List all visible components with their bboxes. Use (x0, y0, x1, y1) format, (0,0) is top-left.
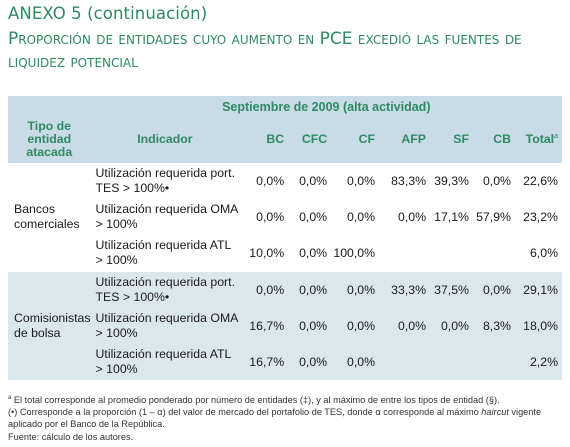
cell: 0,0% (472, 271, 515, 308)
header-indicador: Indicador (90, 115, 240, 163)
cell: 8,3% (472, 308, 515, 344)
period-header: Septiembre de 2009 (alta actividad) (90, 96, 562, 115)
cell: 16,7% (239, 344, 289, 380)
cell: 10,0% (239, 235, 289, 272)
cell: 0,0% (472, 163, 515, 199)
cell: 37,5% (430, 271, 473, 308)
annex-title: ANEXO 5 (continuación) (8, 4, 208, 23)
cell (430, 344, 473, 380)
cell: 17,1% (430, 199, 473, 235)
cell: 0,0% (288, 271, 332, 308)
cell: 0,0% (331, 199, 380, 235)
cell: 16,7% (239, 308, 289, 344)
header-cfc: CFC (288, 115, 332, 163)
cell: 0,0% (288, 163, 332, 199)
data-table: Septiembre de 2009 (alta actividad) Tipo… (8, 96, 562, 380)
cell: 0,0% (331, 163, 380, 199)
header-sf: SF (430, 115, 473, 163)
cell: 0,0% (239, 271, 289, 308)
entity-bancos: Bancos comerciales (8, 163, 91, 272)
source-note: Fuente: cálculo de los autores. (8, 431, 134, 442)
row-indicator: Utilización requerida OMA > 100% (90, 199, 240, 235)
cell: 0,0% (288, 308, 332, 344)
cell: 0,0% (331, 308, 380, 344)
row-indicator: Utilización requerida ATL > 100% (90, 235, 240, 272)
cell: 0,0% (288, 344, 332, 380)
table-subtitle: Proporción de entidades cuyo aumento en … (8, 29, 522, 72)
row-indicator: Utilización requerida ATL > 100% (90, 344, 240, 380)
cell: 33,3% (379, 271, 431, 308)
cell-total: 23,2% (514, 199, 562, 235)
note-dot: (•) Corresponde a la proporción (1 – α) … (8, 407, 542, 430)
cell: 0,0% (288, 199, 332, 235)
entity-comisionistas: Comisionistas de bolsa (8, 271, 91, 380)
table-notes: a El total corresponde al promedio ponde… (8, 392, 562, 443)
cell: 0,0% (331, 344, 380, 380)
cell: 39,3% (430, 163, 473, 199)
header-cf: CF (331, 115, 380, 163)
cell: 83,3% (379, 163, 431, 199)
row-indicator: Utilización requerida OMA > 100% (90, 308, 240, 344)
cell-total: 29,1% (514, 271, 562, 308)
cell: 100,0% (331, 235, 380, 272)
row-indicator: Utilización requerida port. TES > 100%• (90, 271, 240, 308)
cell: 57,9% (472, 199, 515, 235)
header-total: Totala (514, 115, 562, 163)
row-indicator: Utilización requerida port. TES > 100%• (90, 163, 240, 199)
cell: 0,0% (379, 199, 431, 235)
cell-total: 6,0% (514, 235, 562, 272)
cell (472, 235, 515, 272)
note-a: a El total corresponde al promedio ponde… (8, 395, 500, 406)
header-afp: AFP (379, 115, 431, 163)
cell: 0,0% (288, 235, 332, 272)
cell: 0,0% (331, 271, 380, 308)
cell-total: 18,0% (514, 308, 562, 344)
cell (472, 344, 515, 380)
cell (379, 235, 431, 272)
cell (379, 344, 431, 380)
cell-total: 22,6% (514, 163, 562, 199)
cell (430, 235, 473, 272)
header-cb: CB (472, 115, 515, 163)
cell: 0,0% (239, 163, 289, 199)
cell: 0,0% (379, 308, 431, 344)
header-tipo: Tipo de entidad atacada (8, 115, 91, 163)
cell: 0,0% (430, 308, 473, 344)
header-bc: BC (239, 115, 289, 163)
cell-total: 2,2% (514, 344, 562, 380)
cell: 0,0% (239, 199, 289, 235)
